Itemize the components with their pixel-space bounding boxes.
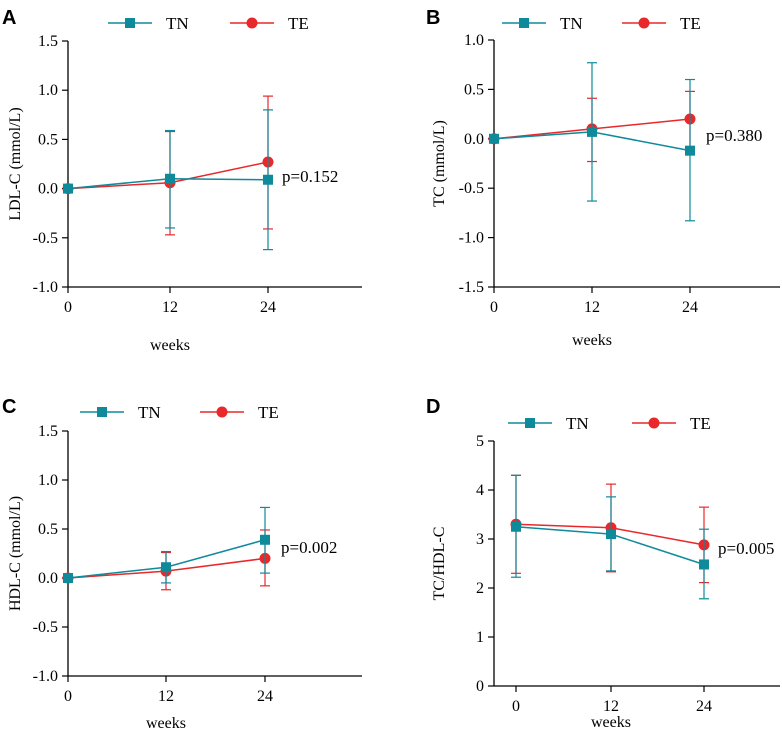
x-tick-label: 0 [512, 698, 520, 715]
legend-marker-circle [638, 17, 650, 29]
series-tn [489, 62, 695, 222]
data-point-square [587, 126, 597, 137]
legend: TN TE [80, 403, 279, 422]
data-point-square [63, 183, 73, 194]
y-tick-label: 0.0 [464, 131, 484, 148]
y-axis-title: HDL-C (mmol/L) [7, 496, 24, 611]
y-tick-label: 0.5 [38, 131, 58, 148]
data-point-square [489, 133, 499, 144]
y-tick-label: 1.0 [38, 82, 58, 99]
legend-marker-square [525, 418, 535, 428]
y-tick-label: 0.0 [38, 570, 58, 587]
data-point-square [606, 529, 616, 540]
x-axis-title: weeks [572, 332, 612, 349]
series-te [62, 95, 274, 236]
y-tick-label: 0.5 [38, 521, 58, 538]
legend-label: TE [690, 414, 711, 433]
p-value-annotation: p=0.002 [281, 538, 337, 557]
panel-letter: D [426, 396, 440, 418]
legend-label: TN [566, 414, 589, 433]
series-tn [511, 474, 709, 600]
y-tick-label: 1.0 [464, 32, 484, 49]
x-tick-label: 12 [162, 299, 178, 316]
legend: TN TE [508, 414, 711, 433]
legend-label: TE [680, 14, 701, 33]
p-value-annotation: p=0.005 [718, 539, 774, 558]
legend-marker-square [97, 407, 107, 417]
legend-marker-square [519, 18, 529, 28]
series-tn [63, 506, 270, 584]
legend-label: TE [288, 14, 309, 33]
p-value-annotation: p=0.152 [282, 167, 338, 186]
y-tick-label: 1.5 [38, 33, 58, 50]
x-tick-label: 24 [260, 299, 276, 316]
y-axis-title: LDL-C (mmol/L) [7, 107, 24, 220]
data-point-square [161, 562, 171, 573]
legend-marker-circle [648, 417, 660, 429]
legend-marker-square [125, 18, 135, 28]
legend-marker-circle [216, 406, 228, 418]
data-point-square [699, 559, 709, 570]
legend-label: TN [166, 14, 189, 33]
legend-label: TE [258, 403, 279, 422]
y-axis-title: TC/HDL-C [431, 527, 448, 601]
y-tick-label: 1.5 [38, 423, 58, 440]
y-tick-label: -0.5 [33, 619, 58, 636]
legend-label: TN [138, 403, 161, 422]
x-tick-label: 0 [64, 688, 72, 705]
series-tn [63, 109, 273, 251]
panel-b: B -1.5 -1.0 -0.5 0.0 0.5 1.0 0 12 24 TC (mmol/L) we… [426, 7, 780, 349]
y-tick-label: 4 [476, 482, 484, 499]
legend: TN TE [108, 14, 309, 33]
y-tick-label: 3 [476, 531, 484, 548]
x-tick-label: 12 [584, 299, 600, 316]
y-tick-label: 5 [476, 433, 484, 450]
panel-a: A -1.0 -0.5 0.0 0.5 1.0 1.5 0 12 24 LDL-C (mmol/L)… [2, 7, 362, 354]
data-point-square [165, 173, 175, 184]
x-tick-label: 24 [696, 698, 712, 715]
data-point-square [63, 573, 73, 583]
panel-c: C -1.0 -0.5 0.0 0.5 1.0 1.5 0 12 24 HDL-C (mmol/L)… [2, 396, 362, 732]
panel-letter: A [2, 7, 16, 29]
y-tick-label: -1.0 [459, 230, 484, 247]
x-tick-label: 24 [257, 688, 273, 705]
legend-marker-circle [246, 17, 258, 29]
panel-letter: B [426, 7, 440, 29]
y-tick-label: 0.5 [464, 81, 484, 98]
y-tick-label: 0.0 [38, 181, 58, 198]
y-tick-label: -1.0 [33, 668, 58, 685]
data-point-square [263, 174, 273, 185]
x-axis-title: weeks [150, 337, 190, 354]
data-point-square [685, 145, 695, 156]
y-tick-label: 1 [476, 629, 484, 646]
y-tick-label: 2 [476, 580, 484, 597]
panel-letter: C [2, 396, 16, 418]
x-tick-label: 0 [490, 299, 498, 316]
data-point-square [511, 521, 521, 532]
x-axis-title: weeks [591, 714, 631, 731]
x-axis-title: weeks [146, 715, 186, 732]
y-tick-label: -0.5 [459, 180, 484, 197]
y-tick-label: -0.5 [33, 230, 58, 247]
x-tick-label: 12 [603, 698, 619, 715]
y-tick-label: -1.0 [33, 279, 58, 296]
x-tick-label: 24 [682, 299, 698, 316]
legend-label: TN [560, 14, 583, 33]
x-tick-label: 0 [64, 299, 72, 316]
legend: TN TE [502, 14, 701, 33]
y-tick-label: 1.0 [38, 472, 58, 489]
x-tick-label: 12 [158, 688, 174, 705]
y-tick-label: 0 [476, 678, 484, 695]
y-axis-title: TC (mmol/L) [431, 120, 448, 207]
p-value-annotation: p=0.380 [706, 126, 762, 145]
data-point-square [260, 534, 270, 545]
y-tick-label: -1.5 [459, 279, 484, 296]
